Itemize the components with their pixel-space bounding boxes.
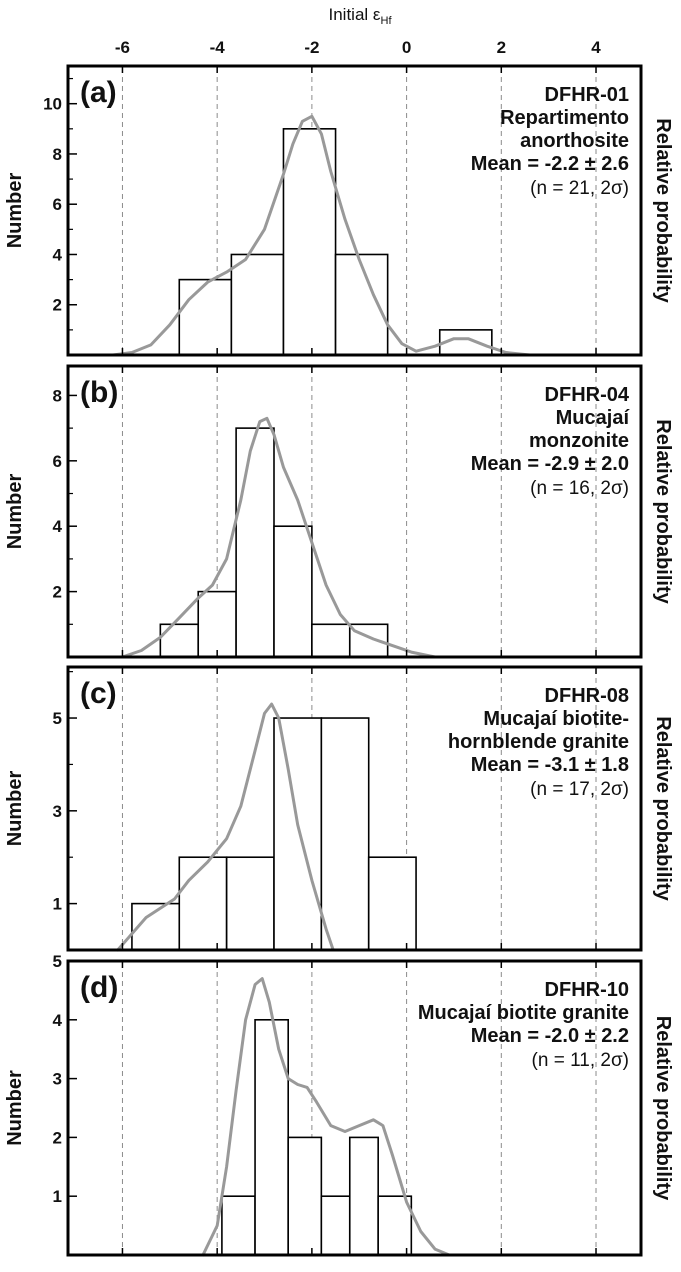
histogram-bar [178, 856, 228, 951]
x-tick-label: -6 [115, 38, 130, 57]
histogram-bar [159, 623, 200, 658]
x-tick-label: -4 [210, 38, 226, 57]
sample-count-note: (n = 11, 2σ) [532, 1050, 629, 1071]
right-axis-label: Relative probability [652, 1016, 674, 1201]
y-tick-label: 5 [53, 709, 62, 728]
panel-letter: (c) [80, 677, 117, 710]
y-tick-label: 3 [53, 1070, 62, 1089]
y-tick-label: 10 [43, 95, 62, 114]
probability-curve [121, 416, 437, 659]
y-tick-label: 8 [53, 145, 62, 164]
right-axis-label: Relative probability [652, 118, 674, 303]
y-tick-label: 3 [53, 802, 62, 821]
histogram-bar [225, 856, 275, 951]
histogram-bar [334, 253, 389, 356]
histogram-bar [287, 1136, 323, 1256]
probability-curve [201, 977, 451, 1257]
sample-count-note: (n = 16, 2σ) [530, 478, 629, 499]
histogram-bar [348, 1136, 379, 1256]
y-tick-label: 2 [53, 1128, 62, 1147]
sample-description: monzonite [529, 430, 629, 452]
histogram-bar [377, 1195, 413, 1256]
histogram-bar [178, 278, 233, 356]
histogram-bar [367, 856, 417, 951]
y-axis-label: Number [4, 1070, 26, 1146]
y-tick-label: 4 [53, 245, 63, 264]
sample-description: anorthosite [520, 130, 629, 152]
y-axis-label: Number [4, 771, 26, 847]
sample-description: Mucajaí biotite granite [418, 1002, 629, 1024]
x-tick-label: -2 [304, 38, 319, 57]
y-tick-label: 1 [53, 1187, 62, 1206]
sample-id: DFHR-01 [545, 84, 629, 106]
sample-id: DFHR-08 [545, 685, 629, 707]
mean-value: Mean = -2.0 ± 2.2 [471, 1025, 629, 1047]
x-tick-label: 0 [402, 38, 411, 57]
mean-value: Mean = -2.2 ± 2.6 [471, 153, 629, 175]
y-axis-label: Number [4, 474, 26, 550]
x-tick-label: 4 [591, 38, 601, 57]
y-tick-label: 8 [53, 386, 62, 405]
x-tick-label: 2 [497, 38, 506, 57]
histogram-bar [282, 128, 337, 356]
histogram-bar [320, 717, 370, 951]
sample-description: Mucajaí biotite- [483, 708, 629, 730]
x-tick-labels: -6 -4 -2 0 2 4 [115, 38, 601, 57]
sample-id: DFHR-10 [545, 979, 629, 1001]
y-tick-label: 4 [53, 1011, 63, 1030]
panel-frame [66, 64, 643, 357]
histogram-bar [348, 623, 389, 658]
right-axis-label: Relative probability [652, 419, 674, 604]
panel-frame [66, 959, 643, 1257]
panel-d: 1 2 3 4 5 Number Relative probability (d) DFHR-1… [4, 952, 674, 1257]
probability-curve [111, 114, 532, 357]
panel-frame [66, 364, 643, 659]
panel-frame [66, 665, 643, 952]
sample-id: DFHR-04 [545, 384, 630, 406]
panel-letter: (b) [80, 376, 118, 409]
histogram-bar [273, 717, 323, 951]
sample-description: Repartimento [500, 107, 629, 129]
right-axis-label: Relative probability [652, 716, 674, 901]
x-axis-title-subscript: Hf [381, 15, 393, 27]
histogram-bar [197, 590, 237, 658]
y-axis-label: Number [4, 173, 26, 249]
histogram-bar [235, 427, 275, 658]
y-tick-label: 6 [53, 452, 62, 471]
sample-description: Mucajaí [556, 407, 631, 429]
mean-value: Mean = -2.9 ± 2.0 [471, 453, 629, 475]
panels: 2 4 6 8 10 Number Relative probability (a) DFHR-… [4, 64, 674, 1257]
y-tick-label: 2 [53, 296, 62, 315]
histogram-bar [320, 1195, 351, 1256]
histogram-bar [230, 253, 285, 356]
histogram-bar [221, 1195, 256, 1256]
sample-description: hornblende granite [448, 731, 629, 753]
panel-letter: (a) [80, 76, 117, 109]
histogram-bar [311, 623, 351, 658]
y-tick-label: 4 [53, 517, 63, 536]
sample-count-note: (n = 21, 2σ) [530, 178, 629, 199]
y-tick-label: 2 [53, 583, 62, 602]
x-axis-title: Initial εHf [329, 5, 393, 27]
panel-b: 2 4 6 8 Number Relative probability (b) DFHR-04… [4, 364, 674, 659]
histogram-bar [273, 525, 313, 658]
mean-value: Mean = -3.1 ± 1.8 [471, 754, 629, 776]
histogram-bar [254, 1018, 290, 1256]
panel-a: 2 4 6 8 10 Number Relative probability (a) DFHR-… [4, 64, 674, 357]
sample-count-note: (n = 17, 2σ) [530, 779, 629, 800]
panel-letter: (d) [80, 971, 118, 1004]
probability-curve [116, 702, 335, 952]
y-tick-label: 5 [53, 952, 62, 971]
y-tick-label: 1 [53, 895, 62, 914]
y-tick-label: 6 [53, 195, 62, 214]
